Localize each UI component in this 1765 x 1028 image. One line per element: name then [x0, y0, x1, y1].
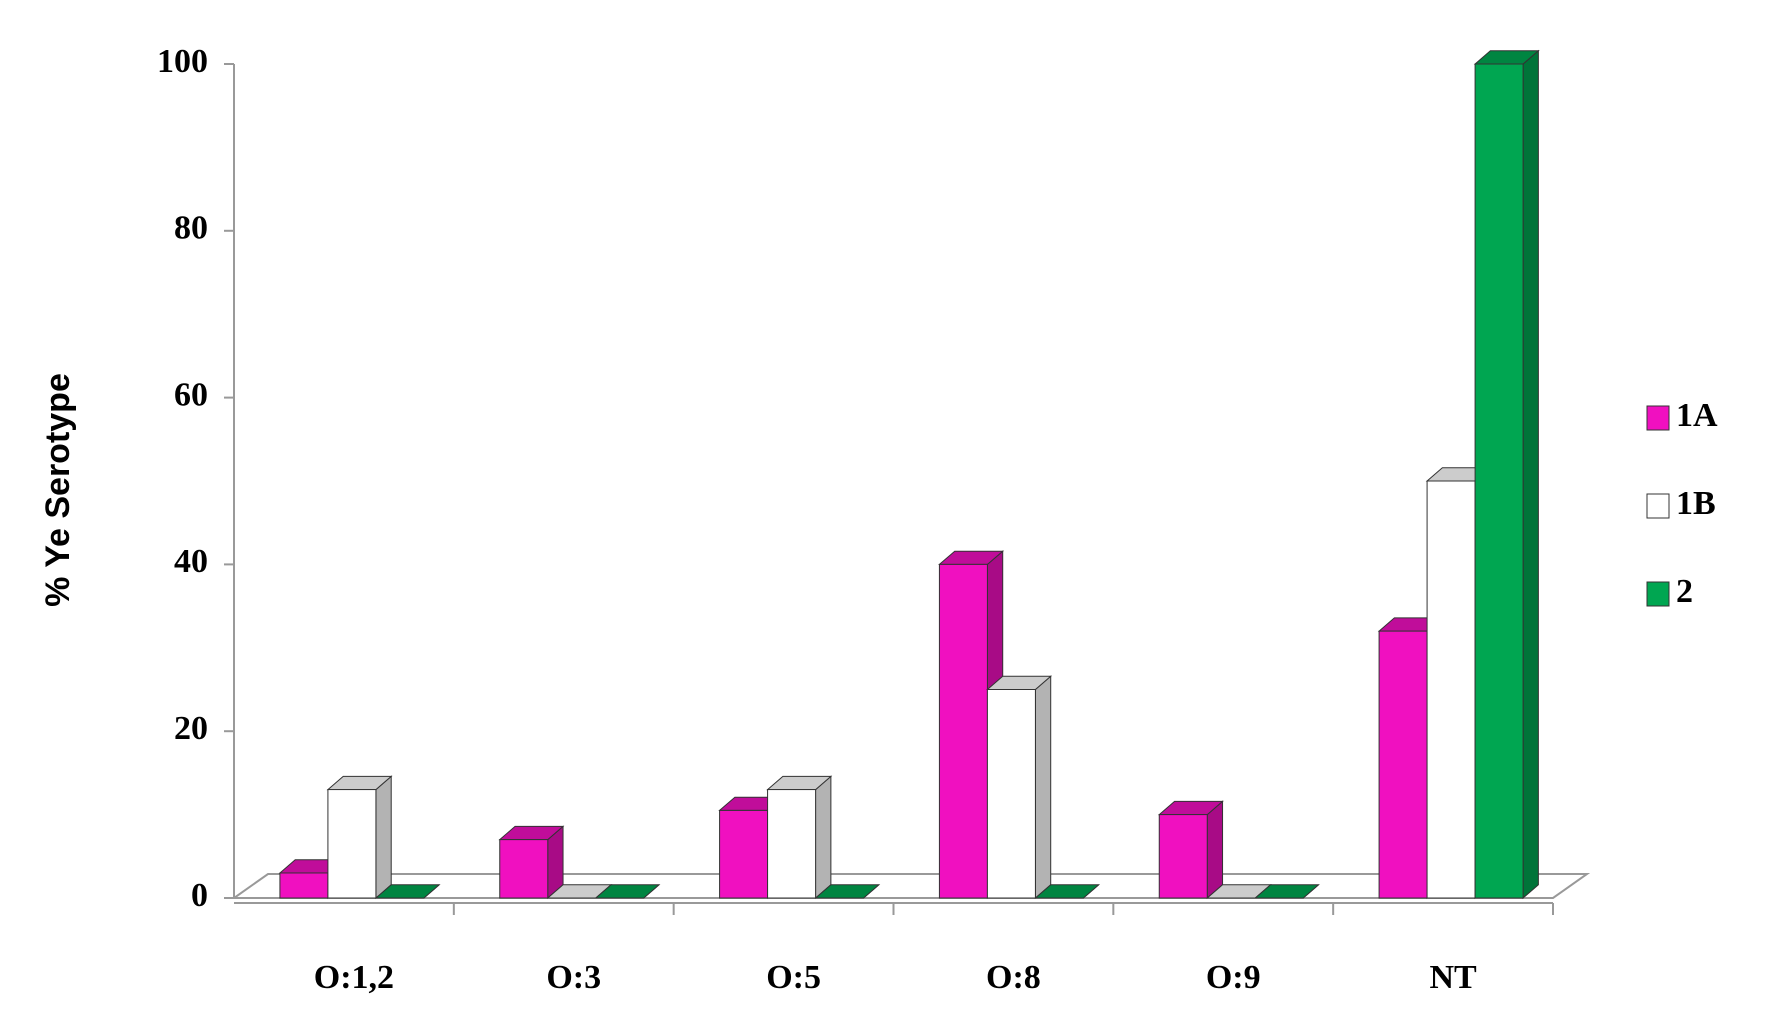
bar — [986, 689, 1036, 899]
bar — [1426, 480, 1476, 899]
bar — [279, 872, 329, 899]
bar — [719, 809, 769, 899]
bar-side — [1522, 49, 1539, 900]
y-tick-label: 20 — [174, 710, 208, 747]
x-tick-label: O:3 — [546, 959, 601, 996]
bar — [1158, 814, 1208, 899]
legend-swatch — [1646, 581, 1670, 607]
x-tick-label: O:1,2 — [314, 959, 394, 996]
bar-top — [594, 884, 661, 899]
x-tick-label: O:5 — [766, 959, 821, 996]
bar-top — [374, 884, 441, 899]
bar-side — [1206, 800, 1224, 900]
bar — [767, 789, 817, 899]
y-tick-label: 40 — [174, 543, 208, 580]
bar-side — [375, 775, 392, 900]
legend-swatch — [1646, 493, 1670, 519]
y-tick-label: 80 — [174, 210, 208, 247]
x-tick-label: O:8 — [986, 959, 1041, 996]
bar — [327, 789, 377, 899]
x-tick-label: O:9 — [1206, 959, 1261, 996]
bar — [1474, 63, 1524, 899]
bar-top — [814, 884, 881, 899]
bar — [1378, 630, 1428, 899]
bar-top — [1253, 884, 1320, 899]
y-tick-label: 60 — [174, 376, 208, 413]
floor — [230, 873, 1591, 899]
y-axis-label: % Ye Serotype — [39, 373, 77, 607]
legend-swatch — [1646, 405, 1670, 431]
legend-label: 1A — [1676, 397, 1718, 434]
bar-side — [1034, 675, 1052, 900]
legend-label: 1B — [1676, 485, 1716, 522]
y-tick-label: 100 — [157, 43, 208, 80]
bar — [938, 563, 988, 899]
legend-label: 2 — [1676, 573, 1693, 610]
bar-side — [815, 775, 832, 900]
x-tick-label: NT — [1429, 959, 1477, 996]
y-tick-label: 0 — [191, 877, 208, 914]
bar-top — [1034, 884, 1101, 899]
bar — [499, 839, 549, 899]
